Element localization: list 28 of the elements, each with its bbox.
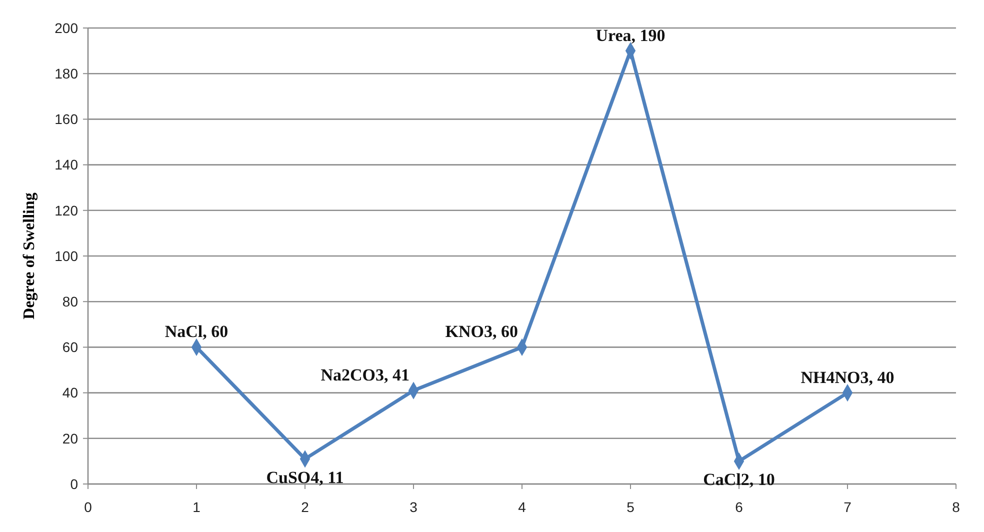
- x-tick-label: 4: [518, 499, 526, 515]
- y-tick-label: 80: [62, 294, 78, 310]
- y-axis-title: Degree of Swelling: [21, 192, 38, 320]
- y-tick-label: 60: [62, 339, 78, 356]
- x-tick-label: 7: [844, 499, 852, 515]
- x-tick-label: 2: [301, 499, 310, 515]
- annotation: NH4NO3, 40: [800, 368, 894, 387]
- annotation: CuSO4, 11: [266, 468, 344, 487]
- y-tick-label: 160: [54, 111, 78, 128]
- annotation: KNO3, 60: [445, 322, 518, 342]
- annotation: NaCl, 60: [164, 322, 228, 342]
- y-tick-label: 180: [54, 66, 78, 82]
- x-tick-label: 8: [952, 499, 960, 515]
- y-tick-label: 40: [62, 384, 78, 401]
- x-tick-label: 1: [192, 499, 201, 515]
- x-tick-label: 5: [626, 499, 635, 515]
- y-tick-label: 200: [54, 20, 78, 36]
- annotation: Na2CO3, 41: [320, 366, 410, 385]
- x-tick-label: 3: [410, 499, 418, 515]
- annotation: CaCl2, 10: [703, 470, 775, 490]
- x-tick-label: 6: [735, 499, 744, 515]
- annotation: Urea, 190: [596, 26, 666, 45]
- y-tick-label: 20: [62, 430, 78, 446]
- y-tick-label: 120: [54, 202, 78, 218]
- y-tick-label: 0: [70, 476, 78, 492]
- y-tick-label: 100: [54, 248, 78, 264]
- x-tick-label: 0: [84, 499, 92, 515]
- y-tick-label: 140: [54, 156, 78, 173]
